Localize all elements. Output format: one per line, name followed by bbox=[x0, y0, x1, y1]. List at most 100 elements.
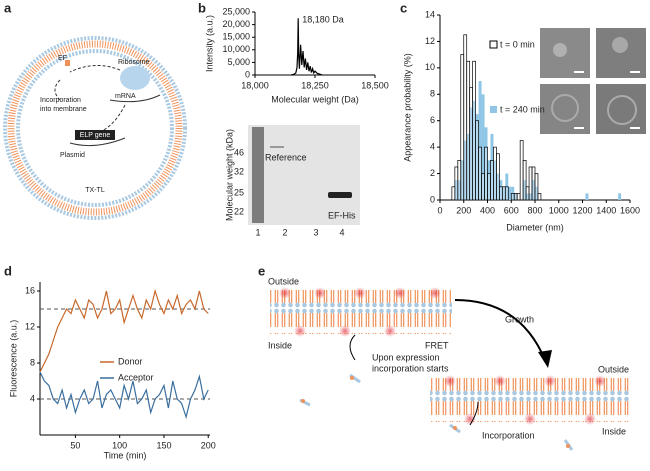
bar bbox=[513, 193, 518, 201]
bar bbox=[484, 146, 488, 201]
bar bbox=[475, 120, 479, 201]
bar bbox=[472, 100, 476, 200]
y-tick-label: 6 bbox=[430, 115, 435, 125]
bar bbox=[532, 180, 535, 200]
bar bbox=[490, 160, 494, 201]
bar bbox=[504, 186, 509, 201]
bar bbox=[493, 160, 497, 200]
plasmid-label: Plasmid bbox=[60, 152, 85, 159]
y-tick-label: 15,000 bbox=[222, 32, 250, 42]
bar bbox=[454, 166, 459, 201]
growth-label: Growth bbox=[505, 314, 534, 324]
y-tick-label: 14 bbox=[425, 9, 435, 19]
y-axis-label: Fluorescence (a.u.) bbox=[8, 320, 18, 398]
bar bbox=[531, 166, 536, 201]
bar bbox=[618, 193, 622, 200]
y-axis-label: Intensity (a.u.) bbox=[204, 15, 214, 72]
lane-label: 4 bbox=[339, 227, 344, 237]
bar bbox=[472, 60, 476, 201]
incorporation-label: into membrane bbox=[40, 106, 87, 113]
bar bbox=[454, 180, 458, 200]
bar bbox=[466, 60, 471, 201]
bar bbox=[516, 193, 521, 201]
bar bbox=[496, 173, 500, 200]
y-tick-label: 10 bbox=[425, 62, 435, 72]
gene-label: ELP gene bbox=[80, 132, 111, 139]
panel-label: a bbox=[4, 0, 12, 15]
bar bbox=[487, 173, 491, 201]
panel-label: d bbox=[4, 263, 12, 278]
y-tick-label: 12 bbox=[425, 36, 435, 46]
inside-label: Inside bbox=[602, 426, 626, 436]
incorporation-label: Incorporation bbox=[482, 430, 535, 440]
panel-a: a ELP gene EF Ribosome Incorporation int… bbox=[3, 0, 187, 220]
legend-swatch bbox=[489, 40, 498, 49]
bar bbox=[481, 173, 485, 201]
x-tick-label: 200 bbox=[201, 440, 216, 450]
x-tick-label: 18,500 bbox=[361, 80, 389, 90]
x-tick-label: 1400 bbox=[596, 205, 616, 215]
bar bbox=[523, 180, 527, 200]
ribosome-label: Ribosome bbox=[118, 59, 150, 66]
y-tick-label: 25,000 bbox=[222, 6, 250, 16]
bar bbox=[522, 160, 527, 201]
bar bbox=[469, 107, 473, 200]
bar bbox=[499, 186, 503, 201]
y-tick-label: 10,000 bbox=[222, 44, 250, 54]
marker-label: 22 bbox=[234, 206, 244, 216]
legend-swatch bbox=[490, 106, 497, 113]
x-axis-label: Diameter (nm) bbox=[506, 222, 564, 232]
legend-label: Acceptor bbox=[118, 372, 154, 382]
x-tick-label: 50 bbox=[70, 440, 80, 450]
y-axis-label: Appearance probability (%) bbox=[402, 53, 412, 162]
gel-image bbox=[248, 125, 360, 225]
x-tick-label: 100 bbox=[112, 440, 127, 450]
upon-label: Upon expression bbox=[372, 352, 440, 362]
x-tick-label: 18,000 bbox=[241, 80, 269, 90]
bar bbox=[534, 173, 539, 201]
micrographs bbox=[540, 28, 646, 134]
bar bbox=[490, 133, 494, 200]
bar bbox=[460, 160, 464, 200]
y-tick-label: 20,000 bbox=[222, 19, 250, 29]
bar bbox=[499, 180, 503, 200]
bar bbox=[529, 193, 533, 200]
y-tick-label: 8 bbox=[430, 89, 435, 99]
bar bbox=[484, 127, 488, 200]
x-tick-label: 400 bbox=[480, 205, 495, 215]
bar bbox=[457, 180, 461, 200]
y-tick-label: 4 bbox=[430, 142, 435, 152]
bar bbox=[514, 193, 518, 200]
y-tick-label: 0 bbox=[245, 69, 250, 79]
line bbox=[39, 371, 209, 420]
marker-label: 32 bbox=[234, 166, 244, 176]
system-label: TX-TL bbox=[85, 187, 105, 194]
ef-label: EF bbox=[58, 55, 67, 62]
reference-label: Reference bbox=[265, 152, 307, 162]
bar bbox=[493, 146, 497, 201]
lane-label: 1 bbox=[255, 227, 260, 237]
x-tick-label: 150 bbox=[156, 440, 171, 450]
bar bbox=[469, 87, 474, 201]
x-tick-label: 0 bbox=[437, 205, 442, 215]
bar bbox=[463, 34, 468, 201]
spectrum bbox=[290, 18, 323, 76]
x-tick-label: 1000 bbox=[549, 205, 569, 215]
panel-label: c bbox=[400, 0, 407, 15]
bar bbox=[478, 81, 482, 200]
y-tick-label: 4 bbox=[30, 393, 35, 403]
bar bbox=[487, 160, 491, 200]
bar bbox=[526, 193, 530, 200]
panel-e: e Outside Inside FRET Growth Upon expres… bbox=[258, 263, 630, 451]
y-tick-label: 5,000 bbox=[227, 57, 250, 67]
bar bbox=[457, 160, 462, 201]
bar bbox=[460, 54, 465, 201]
line bbox=[39, 288, 209, 373]
legend-label: Donor bbox=[118, 356, 143, 366]
bar bbox=[463, 140, 467, 200]
product-label: EF-His bbox=[328, 210, 356, 220]
x-axis-label: Molecular weight (Da) bbox=[271, 94, 359, 104]
bar bbox=[519, 140, 524, 201]
bar bbox=[501, 186, 506, 201]
annotation: 18,180 Da bbox=[302, 14, 344, 24]
